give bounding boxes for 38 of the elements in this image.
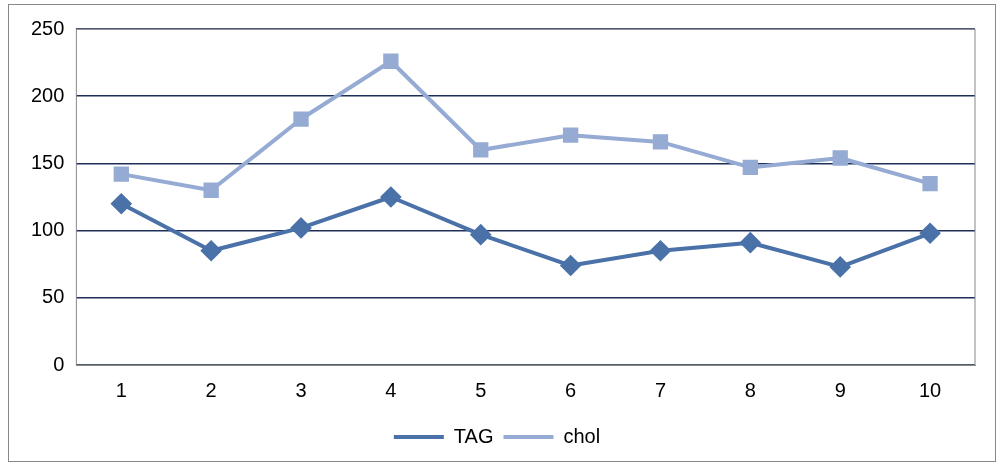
x-tick-label: 9: [834, 378, 846, 401]
point: [562, 127, 579, 143]
point: [832, 150, 848, 166]
point: [920, 223, 941, 244]
y-tick-label: 100: [30, 218, 65, 241]
y-tick-label: 250: [30, 16, 65, 39]
x-tick-label: 10: [918, 378, 942, 401]
x-tick-label: 2: [205, 378, 217, 401]
point: [113, 166, 129, 182]
x-tick-label: 3: [295, 378, 307, 401]
x-tick-label: 1: [115, 378, 127, 401]
legend-label: chol: [563, 424, 601, 447]
point: [652, 134, 669, 150]
point: [201, 240, 222, 261]
point: [830, 256, 851, 277]
y-tick-label: 0: [53, 352, 65, 375]
y-tick-label: 150: [30, 150, 65, 173]
point: [293, 111, 309, 127]
x-tick-label: 8: [744, 378, 756, 401]
x-tick-label: 4: [385, 378, 397, 401]
point: [380, 187, 401, 207]
point: [203, 182, 219, 198]
point: [742, 159, 758, 176]
x-tick-label: 7: [654, 378, 667, 401]
point: [470, 224, 491, 245]
point: [650, 240, 671, 261]
point: [111, 193, 132, 214]
y-tick-label: 50: [42, 285, 65, 308]
x-tick-label: 5: [475, 378, 487, 401]
point: [922, 175, 938, 192]
point: [473, 142, 489, 158]
x-tick-label: 6: [565, 378, 577, 401]
y-tick-label: 200: [30, 83, 65, 106]
point: [383, 53, 399, 69]
legend-label: TAG: [453, 424, 494, 447]
point: [291, 217, 312, 238]
point: [560, 255, 581, 276]
point: [740, 232, 761, 253]
